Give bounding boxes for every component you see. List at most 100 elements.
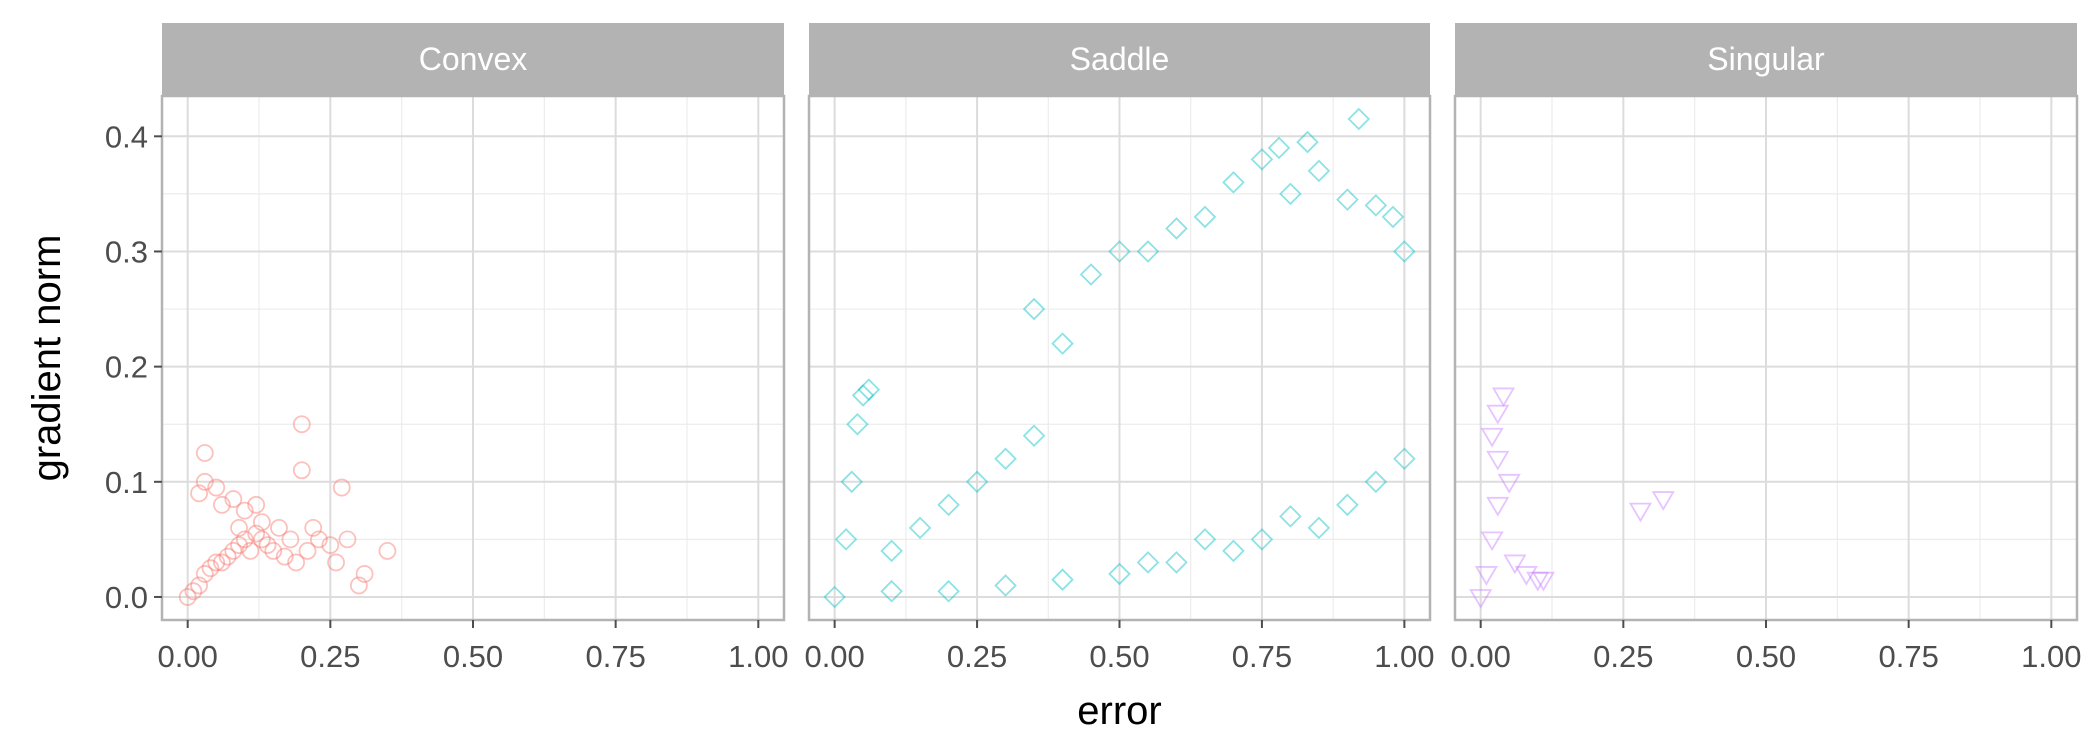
data-point — [1486, 404, 1510, 425]
data-point — [1267, 136, 1291, 160]
x-tick-label: 0.25 — [1593, 639, 1653, 674]
y-tick-label: 0.3 — [105, 234, 148, 269]
data-point — [1393, 240, 1416, 263]
data-point — [1381, 205, 1405, 229]
data-point — [1051, 332, 1074, 355]
x-tick-label: 1.00 — [728, 639, 788, 674]
data-point — [1497, 473, 1521, 494]
data-point — [270, 518, 288, 537]
data-point — [338, 530, 357, 549]
data-point — [937, 493, 960, 517]
data-point — [281, 530, 300, 549]
data-point — [1165, 217, 1188, 240]
data-point — [880, 579, 903, 603]
data-point — [275, 547, 294, 566]
data-point — [190, 484, 208, 503]
facet-singular: Singular 0.00 0.25 0.50 0.75 1.00 — [1451, 23, 2081, 674]
facet-strip — [809, 23, 1430, 95]
data-point — [349, 576, 368, 595]
data-point — [264, 542, 283, 560]
data-point — [1474, 566, 1498, 586]
data-point — [1480, 427, 1504, 448]
data-point — [1364, 470, 1388, 494]
data-point — [1307, 516, 1331, 540]
data-point — [1526, 571, 1550, 592]
data-point — [213, 553, 231, 572]
data-point — [230, 518, 248, 537]
y-tick-label: 0.2 — [105, 350, 148, 385]
data-point — [292, 461, 311, 480]
data-point — [1022, 297, 1046, 321]
facet-strip — [1455, 23, 2077, 95]
data-point — [1165, 551, 1188, 574]
y-tick-label: 0.4 — [105, 119, 148, 154]
x-tick-label: 0.00 — [1451, 639, 1511, 674]
x-tick-label: 0.00 — [158, 639, 218, 674]
data-point — [1628, 502, 1653, 523]
data-point — [355, 565, 374, 583]
data-point — [1250, 148, 1274, 171]
data-point — [1051, 568, 1074, 591]
data-point — [880, 539, 903, 563]
data-point — [908, 516, 932, 540]
data-point — [195, 472, 214, 491]
data-point — [184, 582, 203, 601]
data-point — [1296, 130, 1319, 154]
data-point — [1108, 240, 1131, 263]
data-point — [1222, 539, 1245, 563]
data-point — [851, 384, 875, 407]
data-point — [1279, 505, 1302, 528]
data-point — [195, 565, 214, 583]
data-point — [1514, 566, 1538, 586]
facet-saddle: Saddle 0.00 0.25 0.50 0.75 1.00 — [804, 23, 1435, 674]
data-point — [201, 559, 220, 578]
data-point — [1347, 107, 1371, 131]
data-point — [1222, 171, 1245, 194]
x-tick-label: 0.25 — [947, 639, 1007, 674]
facet-title: Convex — [419, 41, 528, 77]
data-point — [247, 524, 266, 543]
facet-convex: Convex 0.00 0.25 0.50 0.75 1.00 0.0 0.1 0.2 0.3 0.… — [105, 23, 788, 674]
data-point — [994, 574, 1017, 597]
data-point — [230, 536, 248, 555]
data-point — [1491, 387, 1516, 408]
data-point — [252, 513, 271, 532]
facet-strip — [162, 23, 784, 95]
x-tick-label: 0.75 — [585, 639, 645, 674]
data-point — [1393, 447, 1416, 471]
data-point — [1279, 182, 1302, 206]
data-point — [1364, 194, 1388, 217]
data-point — [207, 553, 226, 572]
data-point — [321, 536, 340, 555]
data-point — [1503, 554, 1527, 575]
data-point — [190, 576, 208, 595]
x-tick-label: 0.25 — [300, 639, 360, 674]
data-point — [304, 518, 323, 537]
y-tick-label: 0.0 — [105, 580, 148, 615]
data-point — [1336, 188, 1359, 211]
data-point — [1136, 240, 1160, 263]
data-point — [1108, 562, 1131, 586]
data-point — [178, 588, 197, 606]
data-point — [857, 378, 881, 401]
data-point — [235, 530, 254, 549]
data-point — [224, 490, 243, 508]
data-point — [846, 412, 869, 436]
data-point — [258, 536, 277, 555]
data-point — [213, 495, 231, 514]
data-point — [840, 470, 864, 494]
facet-title: Singular — [1707, 41, 1825, 77]
data-point — [1651, 491, 1675, 511]
x-tick-label: 0.75 — [1878, 639, 1938, 674]
data-point — [310, 530, 328, 549]
data-point — [298, 542, 317, 560]
x-tick-label: 0.75 — [1232, 639, 1292, 674]
data-point — [292, 415, 311, 434]
x-tick-label: 0.50 — [1736, 639, 1796, 674]
data-point — [1307, 159, 1331, 183]
data-point — [1193, 528, 1217, 551]
data-point — [1250, 528, 1274, 551]
data-point — [235, 501, 254, 520]
y-tick-label: 0.1 — [105, 465, 148, 500]
